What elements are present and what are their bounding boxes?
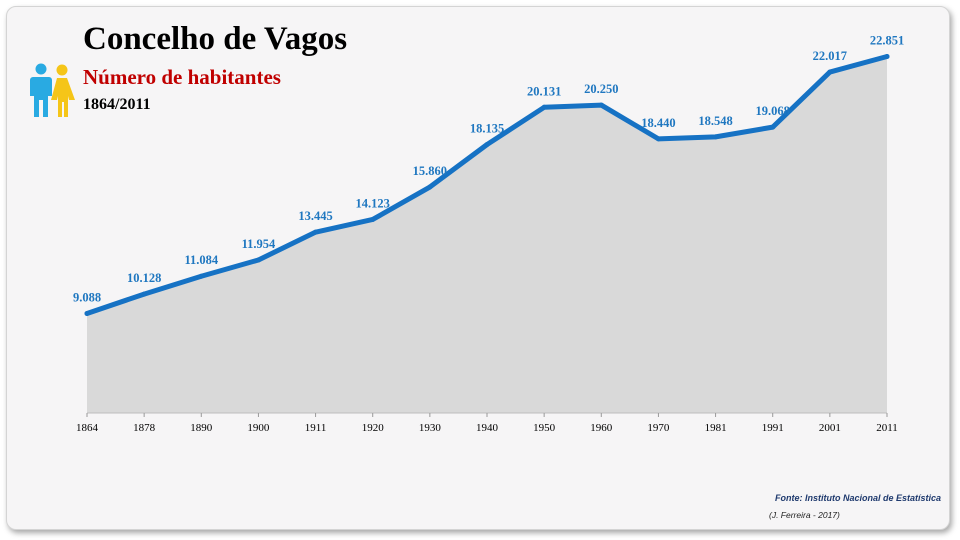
data-point [484, 142, 490, 148]
data-label: 9.088 [73, 291, 101, 305]
data-label: 18.135 [470, 122, 504, 136]
data-label: 22.851 [870, 34, 904, 48]
chart-title: Concelho de Vagos [83, 21, 348, 57]
population-area-chart: 9.088 1864 10.128 1878 11.084 1890 11.954 1900 1… [73, 34, 904, 435]
data-label: 18.548 [698, 114, 732, 128]
chart-period: 1864/2011 [83, 96, 151, 113]
data-point [370, 216, 376, 222]
data-label: 14.123 [356, 196, 390, 210]
data-label: 20.250 [584, 82, 618, 96]
author-credit: (J. Ferreira - 2017) [769, 510, 840, 520]
chart-subtitle: Número de habitantes [83, 65, 281, 89]
data-point [427, 184, 433, 190]
data-point [827, 69, 833, 75]
data-point [541, 104, 547, 110]
data-point [884, 54, 890, 59]
x-tick-label: 1890 [190, 422, 213, 434]
x-tick-label: 1900 [247, 422, 270, 434]
x-tick-label: 1940 [476, 422, 499, 434]
x-tick-label: 1960 [590, 422, 613, 434]
data-point [713, 134, 719, 140]
x-tick-label: 1930 [419, 422, 442, 434]
data-label: 11.084 [184, 253, 218, 267]
data-label: 11.954 [242, 237, 276, 251]
data-label: 10.128 [127, 271, 161, 285]
chart-card: Concelho de Vagos Número de habitantes 1… [6, 6, 950, 530]
female-figure-icon [51, 64, 75, 117]
x-tick-label: 2011 [876, 422, 898, 434]
x-tick-label: 1864 [76, 422, 99, 434]
data-point [655, 136, 661, 142]
x-tick-label: 1950 [533, 422, 556, 434]
data-point [313, 229, 319, 235]
x-tick-label: 1878 [133, 422, 156, 434]
data-point [598, 102, 604, 108]
data-label: 13.445 [298, 209, 332, 223]
x-tick-label: 1911 [305, 422, 327, 434]
data-label: 15.860 [413, 164, 447, 178]
source-note: Fonte: Instituto Nacional de Estatística [774, 493, 941, 503]
area-fill [87, 56, 887, 413]
data-point [198, 273, 204, 279]
data-point [255, 257, 261, 263]
x-tick-label: 2001 [819, 422, 841, 434]
data-label: 18.440 [641, 116, 675, 130]
male-figure-icon [30, 63, 52, 117]
data-point [84, 311, 90, 316]
data-label: 20.131 [527, 84, 561, 98]
data-point [770, 124, 776, 130]
male-female-people-icon [30, 63, 75, 117]
x-tick-label: 1991 [762, 422, 784, 434]
data-label: 19.068 [756, 104, 790, 118]
x-tick-label: 1920 [362, 422, 385, 434]
x-tick-label: 1981 [705, 422, 727, 434]
data-point [141, 291, 147, 297]
x-tick-label: 1970 [647, 422, 670, 434]
data-label: 22.017 [813, 49, 847, 63]
